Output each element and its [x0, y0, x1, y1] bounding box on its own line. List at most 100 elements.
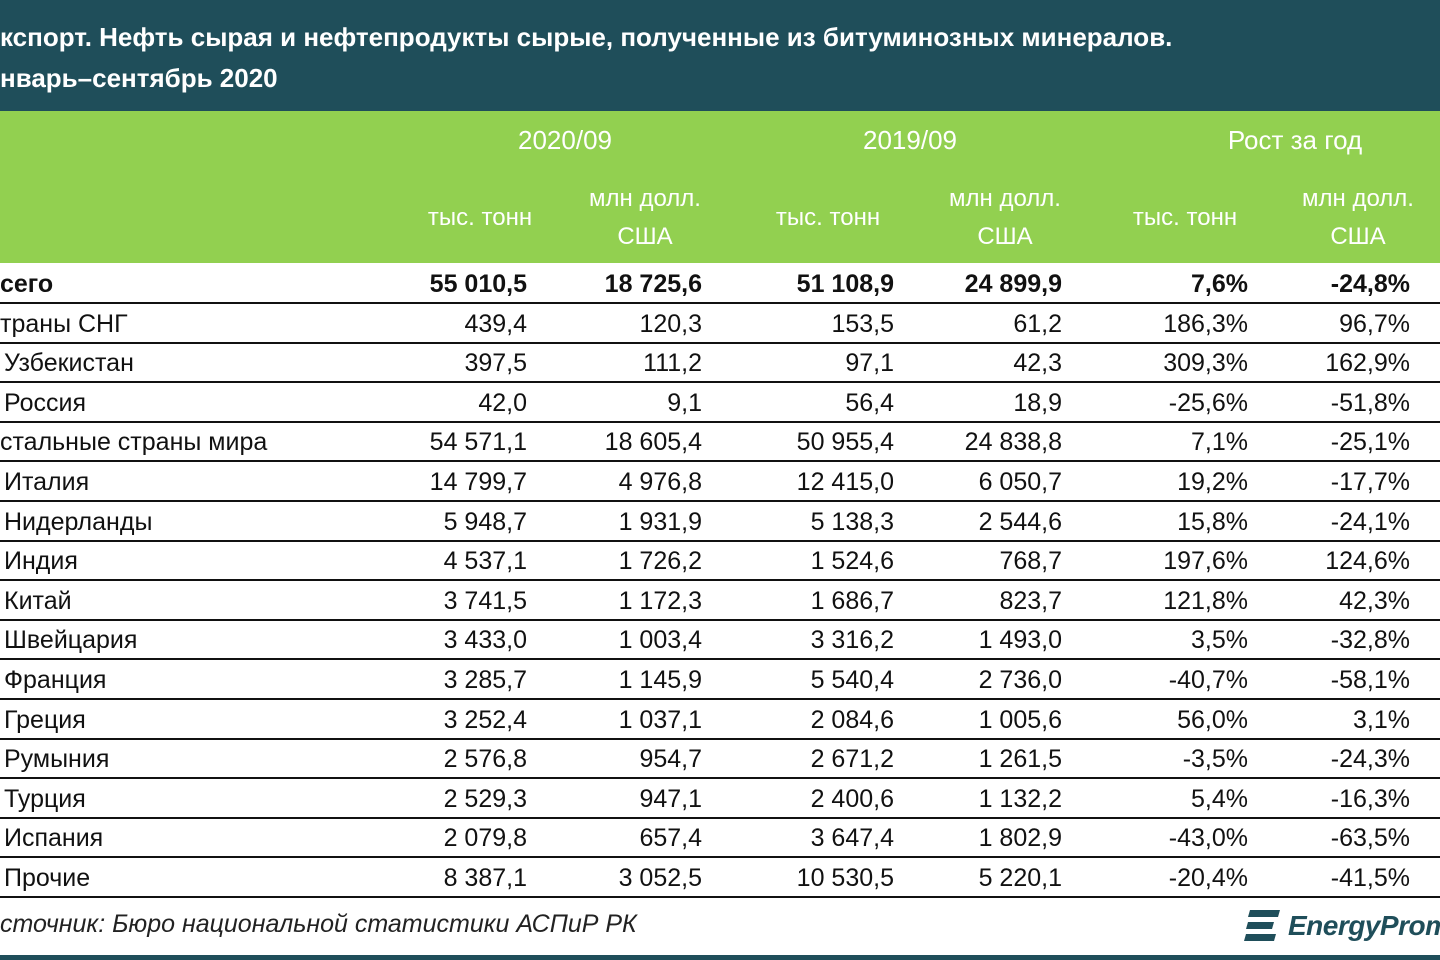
table-row: Италия 14 799,7 4 976,8 12 415,0 6 050,7 19,2… [0, 461, 1440, 502]
growth-tons: 7,1% [1191, 428, 1248, 457]
value-2019-tons: 10 530,5 [796, 864, 894, 892]
growth-usd: -24,3% [1330, 745, 1410, 774]
table-row: Узбекистан 397,5 111,2 97,1 42,3 309,3% 162,9% [0, 342, 1440, 384]
row-label: Китай [4, 586, 72, 615]
subheader-usd-line2: США [1330, 223, 1386, 250]
subheader-usd-line1: млн долл. [949, 185, 1061, 212]
value-2020-tons: 2 079,8 [443, 824, 527, 853]
value-2020-usd: 1 003,4 [618, 626, 702, 655]
value-2019-tons: 1 524,6 [810, 547, 894, 576]
value-2019-usd: 24 838,8 [964, 428, 1062, 457]
value-2020-tons: 3 433,0 [443, 626, 527, 655]
growth-tons: 7,6% [1191, 270, 1248, 298]
row-label: Прочие [4, 864, 91, 892]
growth-usd: -51,8% [1330, 388, 1410, 417]
subheader-usd-line1: млн долл. [1302, 185, 1414, 212]
growth-tons: 56,0% [1177, 705, 1248, 734]
row-label: Нидерланды [4, 507, 153, 536]
value-2020-usd: 1 172,3 [618, 586, 702, 615]
growth-tons: 121,8% [1163, 586, 1248, 615]
value-2020-usd: 18 725,6 [604, 270, 702, 298]
footer: сточник: Бюро национальной статистики АС… [0, 898, 1440, 960]
value-2019-usd: 823,7 [999, 586, 1062, 615]
table-row: Россия 42,0 9,1 56,4 18,9 -25,6% -51,8% [0, 382, 1440, 423]
growth-tons: 186,3% [1163, 309, 1248, 338]
growth-usd: -25,1% [1330, 428, 1410, 457]
growth-usd: 162,9% [1325, 349, 1410, 378]
value-2019-usd: 5 220,1 [978, 864, 1062, 892]
subtitle: нварь–сентябрь 2020 [0, 63, 278, 93]
header-2019: 2019/09 [863, 125, 957, 155]
subheader-usd-growth: млн долл. США [1278, 180, 1438, 256]
header-2020: 2020/09 [518, 125, 612, 155]
row-label: сего [0, 270, 54, 298]
subheader-usd-line1: млн долл. [589, 185, 701, 212]
growth-tons: -20,4% [1168, 864, 1248, 892]
value-2019-usd: 61,2 [1013, 309, 1062, 338]
value-2019-usd: 2 544,6 [978, 507, 1062, 536]
growth-usd: 3,1% [1353, 705, 1410, 734]
header-growth: Рост за год [1227, 125, 1363, 155]
value-2020-tons: 54 571,1 [429, 428, 527, 457]
value-2020-usd: 1 931,9 [618, 507, 702, 536]
value-2019-tons: 3 316,2 [810, 626, 894, 655]
value-2020-usd: 1 037,1 [618, 705, 702, 734]
table-row: Греция 3 252,4 1 037,1 2 084,6 1 005,6 56,0% 3… [0, 699, 1440, 740]
growth-usd: -32,8% [1330, 626, 1410, 655]
value-2019-usd: 42,3 [1013, 349, 1062, 378]
growth-tons: 19,2% [1177, 468, 1248, 496]
value-2020-usd: 1 145,9 [618, 666, 702, 694]
value-2019-usd: 1 493,0 [978, 626, 1062, 655]
title-bar: кспорт. Нефть сырая и нефтепродукты сыры… [0, 0, 1440, 111]
value-2019-tons: 2 084,6 [810, 705, 894, 734]
table-row: Франция 3 285,7 1 145,9 5 540,4 2 736,0 -40,7… [0, 659, 1440, 700]
value-2019-tons: 51 108,9 [796, 270, 894, 298]
table-row: Индия 4 537,1 1 726,2 1 524,6 768,7 197,6% 124… [0, 540, 1440, 582]
value-2020-usd: 111,2 [643, 349, 702, 378]
value-2019-usd: 6 050,7 [978, 468, 1062, 496]
value-2019-tons: 2 400,6 [810, 784, 894, 813]
growth-tons: 309,3% [1163, 349, 1248, 378]
value-2020-usd: 120,3 [639, 309, 702, 338]
subheader-tons-growth: тыс. тонн [1132, 204, 1238, 231]
value-2020-usd: 947,1 [639, 784, 702, 813]
value-2020-tons: 3 252,4 [443, 705, 527, 734]
value-2020-tons: 3 285,7 [443, 666, 527, 694]
row-label: Швейцария [4, 626, 138, 655]
growth-usd: -16,3% [1330, 784, 1410, 813]
value-2019-usd: 768,7 [999, 547, 1062, 576]
row-label: стальные страны мира [0, 428, 268, 457]
bottom-rule [0, 955, 1440, 960]
value-2020-usd: 18 605,4 [604, 428, 702, 457]
growth-usd: 96,7% [1339, 309, 1410, 338]
row-label: Румыния [4, 745, 110, 774]
value-2020-usd: 1 726,2 [618, 547, 702, 576]
value-2019-usd: 24 899,9 [964, 270, 1062, 298]
table-row: Швейцария 3 433,0 1 003,4 3 316,2 1 493,0 3,5… [0, 619, 1440, 661]
row-label: Россия [4, 388, 86, 417]
value-2019-tons: 3 647,4 [810, 824, 894, 853]
table-row: Китай 3 741,5 1 172,3 1 686,7 823,7 121,8% 42,… [0, 580, 1440, 621]
value-2019-tons: 12 415,0 [796, 468, 894, 496]
value-2019-tons: 5 540,4 [810, 666, 894, 694]
value-2020-usd: 657,4 [639, 824, 702, 853]
row-label: Греция [4, 705, 86, 734]
growth-usd: 42,3% [1339, 586, 1410, 615]
logo: EnergyProm [1244, 904, 1440, 948]
row-label: Франция [4, 666, 107, 694]
growth-tons: -25,6% [1168, 388, 1248, 417]
value-2019-tons: 50 955,4 [796, 428, 894, 457]
growth-tons: -40,7% [1168, 666, 1248, 694]
source-note: сточник: Бюро национальной статистики АС… [0, 910, 637, 938]
table-row: Турция 2 529,3 947,1 2 400,6 1 132,2 5,4% -16,… [0, 778, 1440, 819]
value-2020-usd: 3 052,5 [618, 864, 702, 892]
row-label: Испания [4, 824, 104, 853]
value-2020-tons: 42,0 [478, 388, 527, 417]
row-label: Турция [4, 784, 86, 813]
value-2019-usd: 1 132,2 [978, 784, 1062, 813]
subheader-usd-2020: млн долл. США [565, 180, 725, 256]
value-2019-tons: 153,5 [831, 309, 894, 338]
value-2020-tons: 397,5 [464, 349, 527, 378]
value-2019-tons: 1 686,7 [810, 586, 894, 615]
value-2020-tons: 2 576,8 [443, 745, 527, 774]
